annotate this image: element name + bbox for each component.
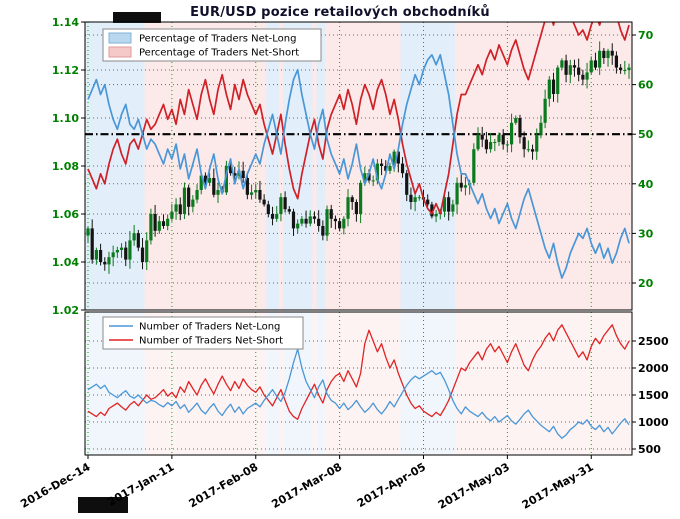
date-tick-label: 2017-Jan-11 (105, 460, 176, 508)
count-tick-label: 500 (638, 443, 661, 456)
price-tick-label: 1.14 (52, 16, 79, 29)
percent-tick-label: 60 (638, 79, 654, 92)
percent-tick-label: 40 (638, 178, 654, 191)
redacted-box-top (113, 12, 161, 23)
candlesticks (86, 41, 631, 274)
num-net-long-line (87, 348, 630, 439)
price-tick-label: 1.02 (52, 304, 79, 317)
percent-tick-label: 50 (638, 128, 654, 141)
legend-label: Percentage of Traders Net-Long (139, 34, 297, 45)
legend-label: Number of Traders Net-Long (139, 322, 280, 333)
legend-swatch-patch (108, 32, 132, 44)
date-tick-label: 2017-Mar-08 (269, 460, 344, 511)
legend-swatch-patch (108, 46, 132, 58)
count-tick-label: 2000 (638, 362, 669, 375)
date-tick-label: 2017-May-31 (520, 460, 596, 511)
date-tick-label: 2016-Dec-14 (18, 460, 92, 511)
price-tick-label: 1.06 (52, 208, 79, 221)
legend-top: Percentage of Traders Net-Long Percentage… (102, 28, 322, 62)
count-tick-label: 2500 (638, 335, 669, 348)
date-tick-label: 2017-Feb-08 (187, 460, 261, 510)
date-tick-label: 2017-Apr-05 (355, 460, 428, 510)
legend-label: Percentage of Traders Net-Short (139, 48, 299, 59)
count-tick-label: 1000 (638, 416, 669, 429)
price-tick-label: 1.08 (52, 160, 79, 173)
num-net-short-line (87, 324, 630, 420)
legend-label: Number of Traders Net-Short (139, 336, 283, 347)
percent-tick-label: 20 (638, 277, 654, 290)
legend-bottom: Number of Traders Net-Long Number of Trad… (102, 316, 304, 350)
date-tick-label: 2017-May-03 (436, 460, 512, 511)
legend-box (102, 316, 304, 350)
pct-net-short-line (87, 22, 630, 215)
redacted-box-bottom (78, 497, 128, 513)
pct-net-long-line (87, 53, 630, 279)
percent-tick-label: 30 (638, 227, 654, 240)
legend-box (102, 28, 322, 62)
chart-title: EUR/USD pozice retailových obchodníků (190, 5, 490, 20)
price-tick-label: 1.10 (52, 112, 79, 125)
percent-tick-label: 70 (638, 29, 654, 42)
price-tick-label: 1.04 (52, 256, 79, 269)
price-tick-label: 1.12 (52, 64, 79, 77)
count-tick-label: 1500 (638, 389, 669, 402)
gridlines (85, 21, 632, 455)
